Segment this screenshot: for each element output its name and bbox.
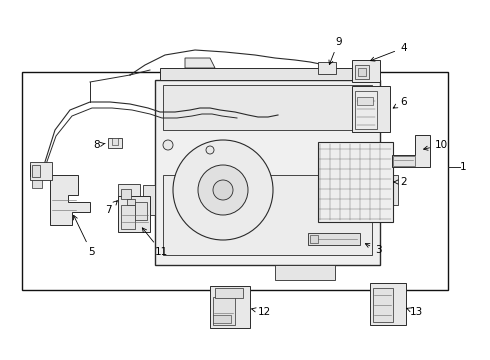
Bar bbox=[308, 233, 360, 245]
Text: 2: 2 bbox=[394, 177, 407, 187]
Bar bbox=[210, 286, 250, 328]
Text: 12: 12 bbox=[251, 307, 271, 317]
Text: 5: 5 bbox=[74, 215, 95, 257]
Bar bbox=[215, 288, 243, 298]
Polygon shape bbox=[392, 135, 430, 167]
Bar bbox=[32, 180, 42, 188]
Bar bbox=[118, 184, 140, 202]
Polygon shape bbox=[50, 175, 90, 225]
Bar bbox=[155, 80, 380, 265]
Text: 9: 9 bbox=[329, 37, 342, 64]
Bar bbox=[352, 60, 380, 82]
Bar bbox=[163, 175, 372, 255]
Circle shape bbox=[206, 146, 214, 154]
Circle shape bbox=[213, 180, 233, 200]
Text: 7: 7 bbox=[105, 201, 118, 215]
Text: 3: 3 bbox=[366, 244, 382, 255]
Bar bbox=[373, 288, 393, 322]
Bar bbox=[160, 68, 375, 80]
Text: 8: 8 bbox=[93, 140, 105, 150]
Bar bbox=[380, 175, 398, 205]
Bar bbox=[213, 315, 231, 323]
Bar bbox=[22, 72, 448, 290]
Bar bbox=[275, 265, 335, 280]
Circle shape bbox=[198, 165, 248, 215]
Polygon shape bbox=[185, 58, 215, 68]
Bar bbox=[355, 65, 369, 79]
Bar bbox=[121, 189, 131, 199]
Text: 4: 4 bbox=[370, 43, 407, 61]
Bar bbox=[213, 297, 235, 325]
Bar bbox=[355, 91, 377, 129]
Bar bbox=[358, 68, 366, 76]
Bar bbox=[380, 150, 390, 170]
Text: 10: 10 bbox=[424, 140, 448, 150]
Bar bbox=[108, 138, 122, 148]
Bar bbox=[143, 185, 155, 215]
Text: 6: 6 bbox=[393, 97, 407, 108]
Text: 11: 11 bbox=[142, 228, 168, 257]
Bar bbox=[121, 205, 135, 229]
Bar bbox=[30, 162, 52, 180]
Circle shape bbox=[173, 140, 273, 240]
Text: 13: 13 bbox=[407, 307, 423, 317]
Bar bbox=[318, 142, 393, 222]
Bar bbox=[135, 202, 147, 220]
Bar bbox=[318, 62, 336, 74]
Bar bbox=[127, 199, 135, 205]
Bar bbox=[370, 283, 406, 325]
Bar bbox=[163, 85, 372, 130]
Bar bbox=[393, 156, 415, 166]
Text: 1: 1 bbox=[460, 162, 466, 172]
Bar bbox=[112, 138, 118, 145]
Bar bbox=[357, 97, 373, 105]
Bar bbox=[352, 86, 390, 132]
Circle shape bbox=[163, 140, 173, 150]
Bar bbox=[32, 165, 40, 177]
Bar bbox=[118, 196, 150, 232]
Bar bbox=[310, 235, 318, 243]
